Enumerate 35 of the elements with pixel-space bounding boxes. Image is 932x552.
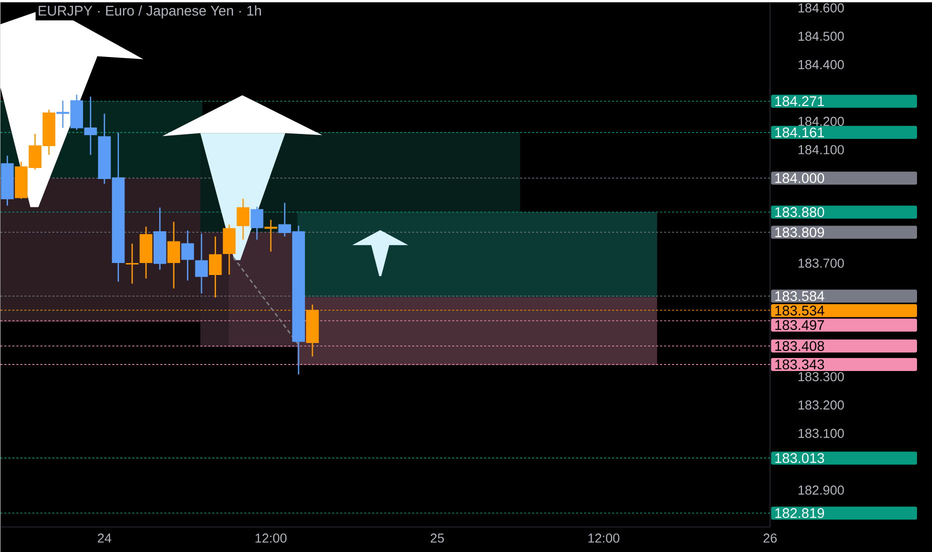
- ref-line-label: 183.584: [775, 291, 824, 302]
- y-tick-label: 184.500: [798, 32, 844, 41]
- chart-title: EURJPY · Euro / Japanese Yen · 1h: [38, 5, 261, 18]
- y-tick-label: 183.200: [798, 400, 844, 410]
- y-tick-label: 183.300: [798, 372, 844, 382]
- x-tick-label: 25: [430, 534, 444, 543]
- candlestick: [236, 198, 250, 240]
- ref-line-label: 183.534: [775, 306, 824, 316]
- ref-line-label: 184.161: [775, 127, 824, 138]
- candlestick: [126, 242, 139, 284]
- candlestick: [195, 233, 208, 294]
- y-tick-label: 184.600: [798, 3, 844, 12]
- candlestick: [209, 236, 222, 298]
- y-tick-label: 184.100: [798, 145, 844, 154]
- ref-line-label: 183.497: [775, 320, 824, 330]
- y-tick-label: 182.900: [798, 486, 844, 495]
- ref-line-label: 184.271: [775, 96, 824, 106]
- candlestick: [181, 230, 194, 282]
- ref-line-label: 183.013: [775, 453, 824, 464]
- candlestick: [167, 221, 180, 290]
- y-tick-label: 184.200: [798, 116, 844, 126]
- x-tick-label: 12:00: [256, 534, 287, 543]
- ref-line-label: 183.880: [775, 207, 824, 218]
- ref-line-label: 184.000: [775, 173, 824, 184]
- x-tick-label: 26: [764, 534, 777, 543]
- y-tick-label: 183.700: [798, 258, 844, 268]
- y-tick-label: 184.400: [798, 60, 844, 70]
- ref-line-label: 183.343: [775, 360, 824, 370]
- x-tick-label: 12:00: [588, 534, 620, 543]
- ref-line-label: 183.408: [775, 341, 824, 351]
- candlestick: [250, 206, 264, 240]
- ref-line-label: 182.819: [775, 508, 824, 518]
- x-tick-label: 24: [98, 534, 112, 543]
- y-tick-label: 183.100: [798, 428, 844, 438]
- ref-line-label: 183.809: [775, 227, 824, 238]
